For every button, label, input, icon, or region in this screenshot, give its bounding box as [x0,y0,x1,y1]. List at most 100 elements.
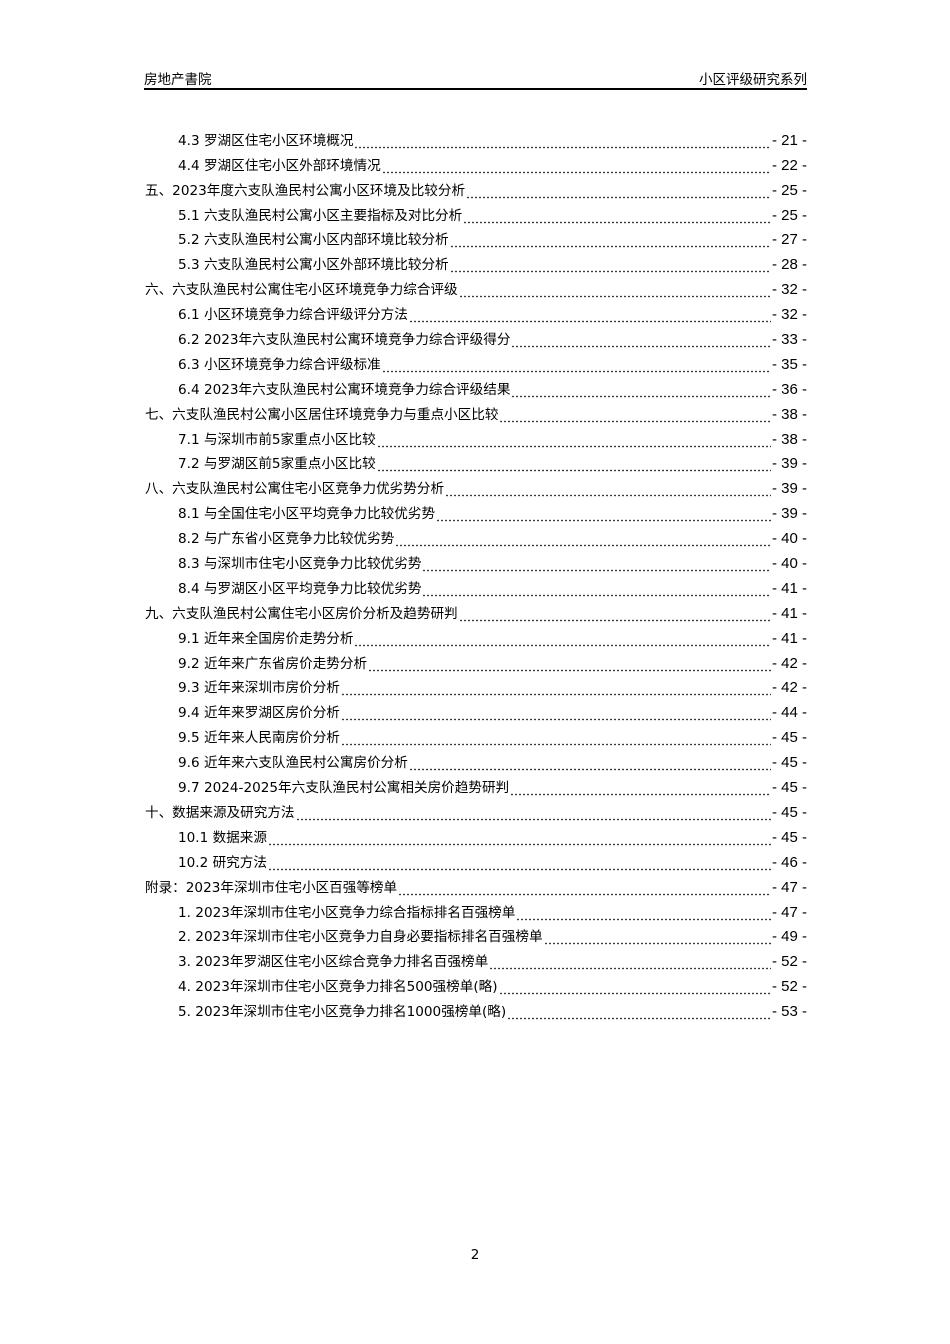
toc-entry-page: - 41 - [771,579,807,597]
toc-entry[interactable]: 七、六支队渔民村公寓小区居住环境竞争力与重点小区比较 - 38 - [145,399,807,424]
dot-leader [422,555,771,574]
toc-entry[interactable]: 5. 2023年深圳市住宅小区竞争力排名1000强榜单(略) - 53 - [145,996,807,1022]
toc-entry-title: 5.3 六支队渔民村公寓小区外部环境比较分析 [178,257,449,274]
toc-entry[interactable]: 6.4 2023年六支队渔民村公寓环境竞争力综合评级结果 - 36 - [145,374,807,399]
toc-entry-page: - 33 - [771,331,807,349]
dot-leader [354,629,771,648]
dot-leader [511,331,771,350]
toc-entry-title: 1. 2023年深圳市住宅小区竞争力综合指标排名百强榜单 [178,904,516,921]
toc-entry[interactable]: 六、六支队渔民村公寓住宅小区环境竞争力综合评级 - 32 - [145,274,807,300]
toc-entry-page: - 39 - [771,455,807,473]
dot-leader [381,156,771,175]
toc-entry[interactable]: 八、六支队渔民村公寓住宅小区竞争力优劣势分析 - 39 - [145,473,807,499]
toc-entry-page: - 40 - [771,530,807,548]
toc-entry-page: - 47 - [771,903,807,921]
dot-leader [436,505,771,524]
dot-leader [408,306,771,325]
toc-entry-title: 4.4 罗湖区住宅小区外部环境情况 [178,157,381,174]
toc-entry[interactable]: 9.7 2024-2025年六支队渔民村公寓相关房价趋势研判 - 45 - [145,772,807,798]
dot-leader [267,853,771,872]
toc-entry-title: 3. 2023年罗湖区住宅小区综合竞争力排名百强榜单 [178,954,489,971]
toc-entry[interactable]: 8.1 与全国住宅小区平均竞争力比较优劣势 - 39 - [145,498,807,524]
toc-entry-page: - 39 - [771,505,807,523]
dot-leader [408,754,771,773]
dot-leader [368,654,771,673]
dot-leader [449,256,771,275]
toc-entry-title: 十、数据来源及研究方法 [145,804,295,821]
toc-entry-title: 五、2023年度六支队渔民村公寓小区环境及比较分析 [145,182,466,199]
toc-entry[interactable]: 9.1 近年来全国房价走势分析 - 41 - [145,623,807,648]
toc-entry-page: - 52 - [771,953,807,971]
dot-leader [395,530,771,549]
dot-leader [381,355,771,374]
toc-entry-page: - 38 - [771,405,807,423]
dot-leader [516,903,771,922]
page-header: 房地产書院 小区评级研究系列 [144,66,807,90]
toc-entry[interactable]: 7.1 与深圳市前5家重点小区比较 - 38 - [145,424,807,449]
toc-entry-page: - 21 - [771,131,807,149]
toc-entry[interactable]: 9.6 近年来六支队渔民村公寓房价分析 - 45 - [145,747,807,773]
toc-entry[interactable]: 8.3 与深圳市住宅小区竞争力比较优劣势 - 40 - [145,548,807,574]
toc-entry[interactable]: 10.2 研究方法 - 46 - [145,847,807,872]
toc-entry[interactable]: 4.3 罗湖区住宅小区环境概况 - 21 - [145,125,807,150]
toc-entry-page: - 45 - [771,828,807,846]
toc-entry-title: 4. 2023年深圳市住宅小区竞争力排名500强榜单(略) [178,979,498,996]
toc-entry-page: - 42 - [771,679,807,697]
toc-entry[interactable]: 9.4 近年来罗湖区房价分析 - 44 - [145,697,807,723]
toc-entry-title: 9.1 近年来全国房价走势分析 [178,630,354,647]
toc-entry[interactable]: 2. 2023年深圳市住宅小区竞争力自身必要指标排名百强榜单 - 49 - [145,922,807,947]
toc-entry[interactable]: 3. 2023年罗湖区住宅小区综合竞争力排名百强榜单 - 52 - [145,946,807,972]
toc-entry-page: - 25 - [771,206,807,224]
toc-entry[interactable]: 4.4 罗湖区住宅小区外部环境情况 - 22 - [145,150,807,175]
toc-entry-page: - 41 - [771,604,807,622]
toc-entry-title: 5.2 六支队渔民村公寓小区内部环境比较分析 [178,232,449,249]
toc-entry-page: - 53 - [771,1003,807,1021]
toc-entry-title: 9.6 近年来六支队渔民村公寓房价分析 [178,755,408,772]
toc-entry[interactable]: 8.4 与罗湖区小区平均竞争力比较优劣势 - 41 - [145,573,807,598]
dot-leader [376,455,771,474]
toc-entry-page: - 35 - [771,355,807,373]
dot-leader [295,803,771,822]
toc-entry[interactable]: 十、数据来源及研究方法 - 45 - [145,797,807,822]
toc-entry[interactable]: 五、2023年度六支队渔民村公寓小区环境及比较分析 - 25 - [145,175,807,200]
toc-entry[interactable]: 1. 2023年深圳市住宅小区竞争力综合指标排名百强榜单 - 47 - [145,897,807,922]
toc-entry[interactable]: 9.3 近年来深圳市房价分析 - 42 - [145,673,807,698]
toc-entry-page: - 28 - [771,256,807,274]
toc-entry-title: 8.2 与广东省小区竞争力比较优劣势 [178,531,395,548]
dot-leader [340,679,771,698]
toc-entry[interactable]: 6.1 小区环境竞争力综合评级评分方法 - 32 - [145,299,807,325]
dot-leader [458,604,771,623]
toc-entry[interactable]: 7.2 与罗湖区前5家重点小区比较 - 39 - [145,449,807,474]
toc-entry-page: - 45 - [771,779,807,797]
toc-entry[interactable]: 9.5 近年来人民南房价分析 - 45 - [145,722,807,748]
toc-entry[interactable]: 8.2 与广东省小区竞争力比较优劣势 - 40 - [145,523,807,549]
dot-leader [445,480,771,499]
toc-entry-title: 10.2 研究方法 [178,854,267,871]
toc-entry[interactable]: 附录：2023年深圳市住宅小区百强等榜单 - 47 - [145,872,807,897]
toc-entry[interactable]: 九、六支队渔民村公寓住宅小区房价分析及趋势研判 - 41 - [145,598,807,623]
toc-entry-page: - 40 - [771,555,807,573]
toc-entry[interactable]: 6.2 2023年六支队渔民村公寓环境竞争力综合评级得分 - 33 - [145,324,807,350]
toc-entry-title: 7.1 与深圳市前5家重点小区比较 [178,431,376,448]
toc-entry-page: - 39 - [771,480,807,498]
toc-entry[interactable]: 10.1 数据来源 - 45 - [145,822,807,847]
toc-entry[interactable]: 5.2 六支队渔民村公寓小区内部环境比较分析 - 27 - [145,225,807,250]
toc-entry[interactable]: 6.3 小区环境竞争力综合评级标准 - 35 - [145,349,807,374]
toc-entry[interactable]: 9.2 近年来广东省房价走势分析 - 42 - [145,648,807,673]
toc-entry-page: - 22 - [771,156,807,174]
toc-entry-title: 9.7 2024-2025年六支队渔民村公寓相关房价趋势研判 [178,780,510,797]
dot-leader [376,430,771,449]
toc-entry-title: 8.3 与深圳市住宅小区竞争力比较优劣势 [178,556,422,573]
toc-entry[interactable]: 4. 2023年深圳市住宅小区竞争力排名500强榜单(略) - 52 - [145,971,807,997]
toc-entry[interactable]: 5.3 六支队渔民村公寓小区外部环境比较分析 - 28 - [145,249,807,275]
table-of-contents: 4.3 罗湖区住宅小区环境概况 - 21 - 4.4 罗湖区住宅小区外部环境情况 - … [145,125,807,1022]
dot-leader [510,779,771,798]
toc-entry-title: 七、六支队渔民村公寓小区居住环境竞争力与重点小区比较 [145,406,499,423]
toc-entry[interactable]: 5.1 六支队渔民村公寓小区主要指标及对比分析 - 25 - [145,200,807,225]
dot-leader [449,231,771,250]
page-number: 2 [470,1247,480,1263]
toc-entry-page: - 52 - [771,978,807,996]
toc-entry-page: - 25 - [771,181,807,199]
toc-entry-page: - 38 - [771,430,807,448]
toc-entry-title: 九、六支队渔民村公寓住宅小区房价分析及趋势研判 [145,605,458,622]
